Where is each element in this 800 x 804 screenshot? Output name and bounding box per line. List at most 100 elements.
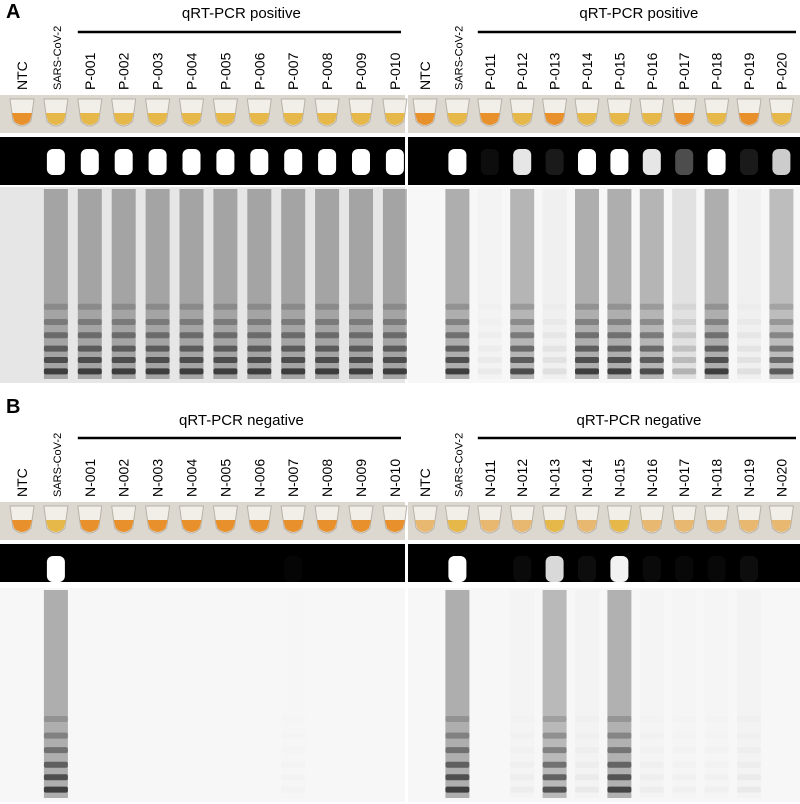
gel-band [704, 368, 729, 375]
gel-band [111, 319, 136, 325]
gel-band [247, 345, 272, 352]
tube-liquid [317, 520, 338, 532]
gel-band [382, 319, 407, 325]
gel-band [349, 332, 373, 339]
gel-band [179, 332, 204, 339]
tube-liquid [79, 520, 100, 532]
gel-band [213, 332, 238, 339]
gel-band [445, 774, 470, 781]
gel-band [477, 368, 502, 375]
fluorescence-strip [0, 544, 405, 582]
gel-band [704, 319, 729, 325]
fluorescence [707, 149, 726, 175]
fluorescence [545, 149, 564, 175]
tube-liquid [384, 113, 405, 125]
gel-band [640, 774, 664, 780]
gel-band [542, 732, 567, 739]
lane-label: N-007 [285, 459, 301, 497]
gel-band [43, 319, 68, 325]
lane-label: N-010 [387, 459, 403, 497]
gel-band [705, 733, 729, 739]
gel-band [542, 332, 567, 339]
tube-liquid [249, 113, 270, 125]
gel-band [607, 332, 632, 339]
gel-band [737, 304, 761, 310]
tube-liquid [739, 520, 759, 532]
gel-band [737, 747, 761, 753]
tube-liquid [45, 520, 66, 532]
fluorescence [318, 149, 337, 175]
tube-liquid [479, 520, 500, 532]
lane-label: P-017 [676, 52, 692, 90]
lane-label: P-007 [285, 52, 301, 90]
gel-band [607, 774, 632, 781]
gel-band [111, 332, 136, 339]
gel-band [575, 332, 599, 339]
gel-band [349, 357, 373, 363]
gel-band [704, 303, 729, 310]
fluorescence [352, 149, 370, 175]
gel-band [43, 786, 68, 793]
lane-label: P-001 [82, 52, 98, 90]
gel-band [478, 357, 502, 363]
gel-band [315, 303, 340, 310]
tube-liquid [45, 113, 66, 125]
lane-label: N-019 [741, 459, 757, 497]
gel-band [315, 319, 340, 325]
tube-liquid [283, 520, 304, 532]
group-header: qRT-PCR positive [182, 5, 301, 22]
gel-band [737, 332, 761, 339]
gel-band [445, 786, 470, 793]
tube-liquid [147, 113, 168, 125]
fluorescence [610, 556, 629, 582]
lane-label: SARS-CoV-2 [453, 26, 465, 90]
gel-band [247, 368, 272, 375]
gel-band [639, 332, 664, 339]
gel-band [445, 715, 470, 722]
gel-band [145, 303, 170, 310]
gel-band [445, 319, 470, 325]
lane-label: P-011 [482, 53, 498, 90]
gel-band [213, 303, 238, 310]
gel-band [769, 357, 794, 363]
gel-band [281, 774, 305, 780]
tube-liquid [641, 113, 662, 125]
gel-band [575, 716, 599, 722]
gel-band [672, 319, 697, 325]
gel-band [145, 345, 170, 352]
gel-band [737, 357, 761, 363]
fluorescence [513, 556, 532, 582]
gel-lane [542, 189, 567, 379]
gel-band [542, 774, 567, 781]
gel-band [478, 319, 502, 325]
gel-band [640, 762, 664, 768]
lane-label: P-020 [773, 52, 789, 90]
gel-band [672, 357, 697, 363]
gel-band [213, 368, 238, 375]
fluorescence [578, 149, 596, 175]
gel-band [607, 357, 632, 363]
gel-band [769, 332, 794, 339]
tube-liquid [351, 113, 371, 125]
tube-liquid [674, 520, 695, 532]
gel-band [543, 304, 567, 310]
gel-lane [542, 590, 567, 798]
gel-band [639, 345, 664, 352]
gel-band [281, 303, 306, 310]
tube-liquid [706, 113, 727, 125]
lane-label: P-008 [319, 52, 335, 90]
gel-band [607, 715, 632, 722]
gel-band [445, 747, 470, 754]
gel-band [640, 787, 664, 793]
gel-band [43, 368, 68, 375]
gel-band [77, 357, 102, 363]
gel-band [281, 345, 306, 352]
lane-label: P-006 [251, 52, 267, 90]
gel-band [542, 345, 567, 352]
gel-band [510, 787, 534, 793]
fluorescence [148, 149, 167, 175]
tube-liquid [739, 113, 759, 125]
tube-liquid [113, 113, 134, 125]
gel-band [179, 357, 204, 363]
gel-band [737, 762, 761, 768]
